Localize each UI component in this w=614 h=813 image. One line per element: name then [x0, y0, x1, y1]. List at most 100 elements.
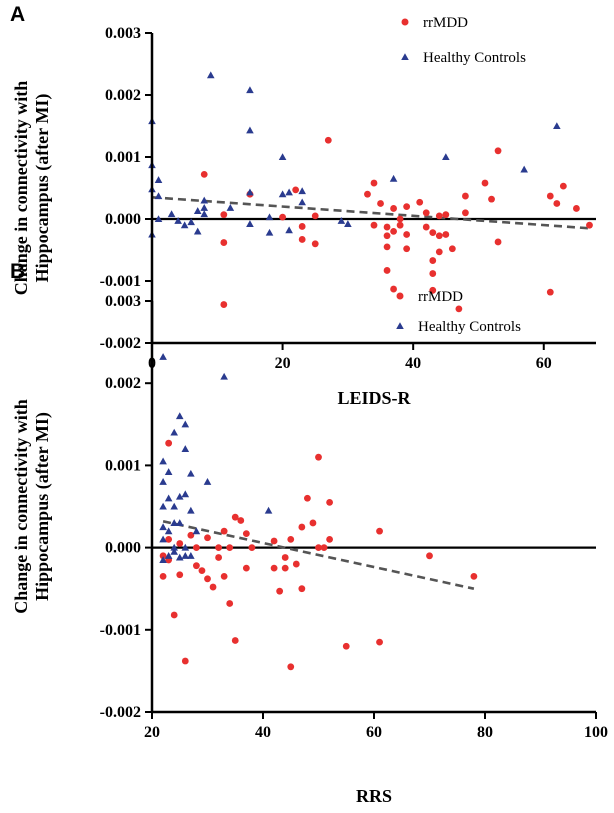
y-tick-label-b: 0.002 [105, 375, 141, 392]
panel-letter-b: B [10, 260, 25, 283]
healthy-control-point-b [170, 428, 178, 436]
x-tick-label-a: 20 [275, 355, 291, 372]
healthy-control-point-a [285, 188, 293, 196]
rrmdd-point-b [159, 552, 167, 560]
rrmdd-point-b [209, 583, 217, 591]
healthy-control-point-b [159, 457, 167, 465]
x-tick-label-b: 40 [255, 724, 271, 741]
healthy-control-point-a [265, 213, 274, 221]
rrmdd-point-a [370, 179, 378, 187]
rrmdd-point-a [455, 305, 463, 313]
healthy-control-point-a [520, 165, 528, 173]
rrmdd-point-a [279, 213, 286, 221]
rrmdd-point-b [376, 527, 383, 535]
rrmdd-point-a [494, 147, 502, 155]
healthy-control-point-b [159, 556, 167, 563]
healthy-control-point-b [192, 527, 201, 535]
healthy-control-point-b [164, 468, 173, 476]
legend-label-healthy-controls-a: Healthy Controls [423, 50, 526, 66]
healthy-control-point-a [180, 221, 189, 229]
rrmdd-point-a [396, 215, 404, 223]
healthy-control-point-b [175, 519, 184, 526]
rrmdd-point-a [462, 209, 469, 217]
y-tick-label-a: 0.003 [105, 25, 141, 42]
y-tick-label-b: -0.001 [100, 622, 141, 639]
rrmdd-point-b [298, 585, 306, 593]
healthy-control-point-a [246, 220, 254, 227]
rrmdd-point-a [442, 211, 450, 219]
rrmdd-point-b [309, 519, 317, 527]
legend-label-rrmdd-a: rrMDD [423, 15, 468, 31]
rrmdd-point-a [383, 243, 391, 251]
rrmdd-point-b [181, 657, 189, 665]
y-tick-label-b: 0.000 [105, 540, 141, 557]
rrmdd-point-b [287, 663, 295, 671]
rrmdd-point-a [573, 205, 580, 212]
rrmdd-point-b [342, 642, 350, 650]
healthy-control-point-a [246, 188, 254, 196]
rrmdd-point-b [242, 564, 250, 572]
rrmdd-point-a [559, 182, 567, 190]
rrmdd-point-b [287, 535, 295, 543]
healthy-control-point-b [159, 523, 167, 531]
rrmdd-point-b [231, 637, 239, 644]
healthy-control-point-a [200, 196, 209, 204]
healthy-control-point-b [181, 420, 190, 428]
rrmdd-point-b [270, 564, 278, 572]
x-tick-label-b: 100 [584, 724, 608, 741]
rrmdd-point-b [204, 534, 211, 542]
x-tick-label-a: 40 [405, 355, 421, 372]
rrmdd-point-a [481, 179, 489, 187]
healthy-control-point-b [170, 519, 178, 526]
healthy-control-point-b [181, 445, 190, 452]
rrmdd-point-a [383, 267, 391, 274]
healthy-control-point-b [187, 506, 195, 514]
y-axis-title-b-line-2: Hippocampus (after MI) [32, 412, 53, 601]
rrmdd-point-a [364, 190, 371, 198]
rrmdd-point-a [292, 186, 300, 194]
rrmdd-point-a [403, 245, 411, 253]
x-axis-title-b: RRS [356, 786, 392, 806]
rrmdd-point-a [220, 239, 228, 246]
rrmdd-point-a [200, 170, 208, 178]
healthy-control-point-a [298, 198, 306, 206]
healthy-control-point-b [175, 412, 184, 420]
rrmdd-point-a [429, 270, 437, 277]
y-axis-title-a-line-2: Hippocampus (after MI) [32, 94, 53, 283]
healthy-control-point-a [187, 218, 195, 226]
y-tick-label-b: 0.003 [105, 293, 141, 310]
rrmdd-point-b [237, 517, 245, 524]
healthy-control-point-b [164, 527, 173, 535]
rrmdd-point-b [220, 572, 228, 580]
x-tick-label-b: 20 [144, 724, 160, 741]
legend-label-rrmdd-b: rrMDD [418, 289, 463, 305]
y-axis-title-a-line-1: Change in connectivity with [11, 81, 31, 296]
y-tick-label-b: -0.002 [100, 704, 141, 721]
healthy-control-point-b [203, 478, 212, 485]
healthy-control-point-b [170, 502, 178, 510]
rrmdd-point-b [242, 530, 250, 538]
rrmdd-point-a [377, 200, 384, 207]
rrmdd-point-a [546, 288, 554, 296]
rrmdd-point-b [281, 554, 289, 561]
rrmdd-point-a [488, 195, 495, 203]
rrmdd-point-b [165, 535, 173, 543]
healthy-control-point-a [265, 228, 274, 236]
rrmdd-point-b [276, 587, 284, 595]
rrmdd-point-b [159, 572, 167, 580]
rrmdd-point-b [204, 575, 211, 583]
healthy-control-point-a [154, 176, 163, 183]
rrmdd-point-b [470, 572, 478, 580]
rrmdd-point-b [176, 571, 184, 579]
rrmdd-point-b [193, 562, 200, 570]
rrmdd-point-b [198, 567, 206, 575]
rrmdd-point-b [226, 600, 234, 607]
rrmdd-point-a [586, 221, 593, 229]
healthy-control-point-b [164, 552, 173, 559]
healthy-control-point-a [278, 190, 287, 198]
rrmdd-point-a [435, 212, 443, 220]
rrmdd-point-a [298, 236, 306, 243]
rrmdd-point-b [176, 540, 184, 547]
rrmdd-point-a [390, 228, 397, 235]
healthy-control-point-a [200, 210, 209, 218]
